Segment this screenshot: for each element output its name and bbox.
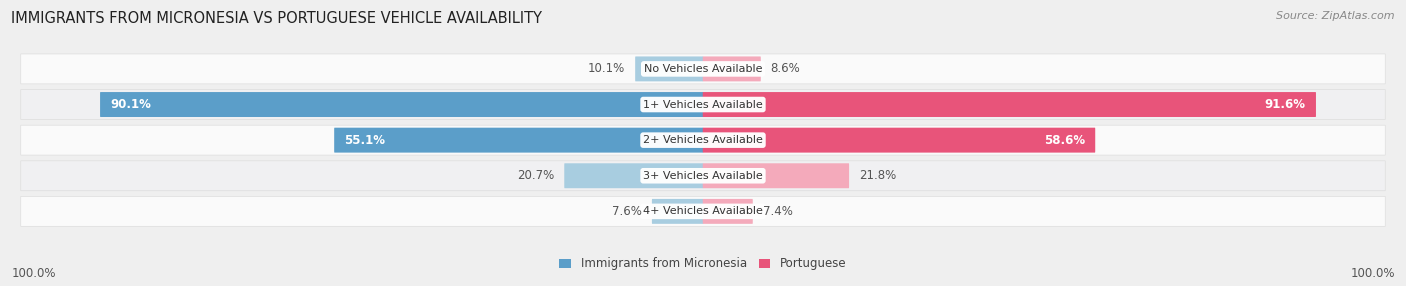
Text: 1+ Vehicles Available: 1+ Vehicles Available — [643, 100, 763, 110]
Text: No Vehicles Available: No Vehicles Available — [644, 64, 762, 74]
FancyBboxPatch shape — [703, 92, 1316, 117]
Text: IMMIGRANTS FROM MICRONESIA VS PORTUGUESE VEHICLE AVAILABILITY: IMMIGRANTS FROM MICRONESIA VS PORTUGUESE… — [11, 11, 543, 26]
FancyBboxPatch shape — [564, 163, 703, 188]
FancyBboxPatch shape — [21, 125, 1385, 155]
FancyBboxPatch shape — [21, 54, 1385, 84]
FancyBboxPatch shape — [21, 196, 1385, 226]
Text: 7.4%: 7.4% — [762, 205, 793, 218]
Text: 55.1%: 55.1% — [344, 134, 385, 147]
FancyBboxPatch shape — [652, 199, 703, 224]
Text: 20.7%: 20.7% — [517, 169, 554, 182]
Text: 7.6%: 7.6% — [612, 205, 643, 218]
FancyBboxPatch shape — [703, 199, 752, 224]
FancyBboxPatch shape — [100, 92, 703, 117]
Text: 3+ Vehicles Available: 3+ Vehicles Available — [643, 171, 763, 181]
Text: 100.0%: 100.0% — [1350, 267, 1395, 280]
FancyBboxPatch shape — [703, 56, 761, 82]
Legend: Immigrants from Micronesia, Portuguese: Immigrants from Micronesia, Portuguese — [560, 257, 846, 270]
Text: 91.6%: 91.6% — [1264, 98, 1306, 111]
FancyBboxPatch shape — [335, 128, 703, 153]
Text: 2+ Vehicles Available: 2+ Vehicles Available — [643, 135, 763, 145]
FancyBboxPatch shape — [703, 128, 1095, 153]
Text: 21.8%: 21.8% — [859, 169, 896, 182]
Text: 8.6%: 8.6% — [770, 62, 800, 76]
FancyBboxPatch shape — [636, 56, 703, 82]
Text: 100.0%: 100.0% — [11, 267, 56, 280]
Text: 90.1%: 90.1% — [111, 98, 152, 111]
FancyBboxPatch shape — [21, 161, 1385, 191]
Text: Source: ZipAtlas.com: Source: ZipAtlas.com — [1277, 11, 1395, 21]
FancyBboxPatch shape — [703, 163, 849, 188]
Text: 58.6%: 58.6% — [1043, 134, 1085, 147]
FancyBboxPatch shape — [21, 90, 1385, 120]
Text: 4+ Vehicles Available: 4+ Vehicles Available — [643, 206, 763, 217]
Text: 10.1%: 10.1% — [588, 62, 626, 76]
